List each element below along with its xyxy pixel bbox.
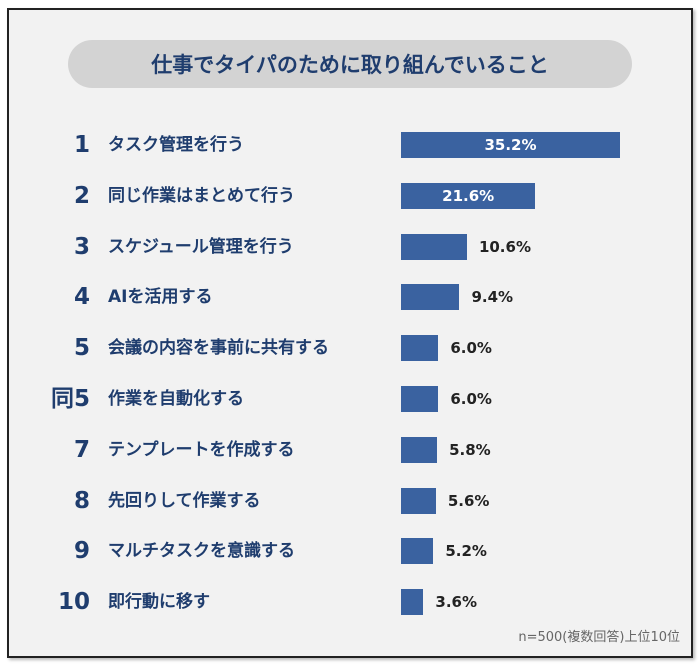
rank-label: 10 — [57, 589, 90, 616]
value-label: 6.0% — [450, 390, 492, 408]
rank-label: 5 — [73, 335, 90, 362]
chart-title: 仕事でタイパのために取り組んでいること — [68, 40, 632, 88]
rank-label: 4 — [73, 284, 90, 311]
value-label: 6.0% — [450, 339, 492, 358]
bar — [401, 132, 620, 158]
value-label: 35.2% — [484, 136, 537, 154]
chart-note: n=500(複数回答)上位10位 — [518, 630, 680, 645]
bar-row: 3 スケジュール管理を行う 10.6% — [0, 227, 700, 267]
bar — [401, 182, 536, 209]
category-label: AIを活用する — [108, 287, 213, 308]
bar-row: 2 同じ作業はまとめて行う 21.6% — [0, 176, 700, 216]
bar-row: 10 即行動に移す 3.6% — [0, 582, 700, 622]
bar-row: 7 テンプレートを作成する 5.8% — [0, 430, 700, 470]
rank-label: 2 — [73, 182, 90, 209]
category-label: 即行動に移す — [108, 592, 210, 613]
rank-label: 7 — [73, 436, 90, 463]
category-label: テンプレートを作成する — [108, 439, 295, 460]
rank-label: 同5 — [50, 386, 90, 412]
bar-row: 1 タスク管理を行う 35.2% — [0, 125, 700, 165]
category-label: 会議の内容を事前に共有する — [108, 338, 329, 359]
bar — [401, 284, 460, 311]
rank-label: 1 — [73, 132, 90, 158]
bar — [401, 386, 439, 412]
chart-frame — [7, 8, 693, 658]
bar — [401, 538, 434, 565]
value-label: 5.6% — [447, 491, 490, 510]
rank-label: 3 — [73, 233, 90, 260]
bar — [401, 233, 467, 260]
bar-row: 8 先回りして作業する 5.6% — [0, 481, 700, 521]
category-label: スケジュール管理を行う — [108, 236, 294, 257]
value-label: 3.6% — [435, 593, 477, 612]
value-label: 5.2% — [445, 542, 487, 561]
bar-row: 4 AIを活用する 9.4% — [0, 277, 700, 317]
value-label: 9.4% — [471, 288, 514, 307]
bar — [401, 335, 439, 362]
bar — [401, 436, 438, 463]
category-label: 同じ作業はまとめて行う — [108, 185, 295, 206]
category-label: 先回りして作業する — [108, 490, 261, 511]
bar-row: 5 会議の内容を事前に共有する 6.0% — [0, 328, 700, 368]
bar — [401, 589, 424, 616]
category-label: 作業を自動化する — [108, 389, 244, 409]
bar-row: 9 マルチタスクを意識する 5.2% — [0, 531, 700, 571]
value-label: 21.6% — [442, 186, 495, 205]
category-label: マルチタスクを意識する — [108, 541, 295, 562]
value-label: 5.8% — [449, 440, 491, 459]
rank-label: 8 — [73, 487, 90, 514]
value-label: 10.6% — [478, 237, 531, 256]
rank-label: 9 — [73, 538, 90, 565]
bar — [401, 487, 436, 514]
category-label: タスク管理を行う — [108, 135, 244, 155]
bar-row: 同5 作業を自動化する 6.0% — [0, 379, 700, 419]
